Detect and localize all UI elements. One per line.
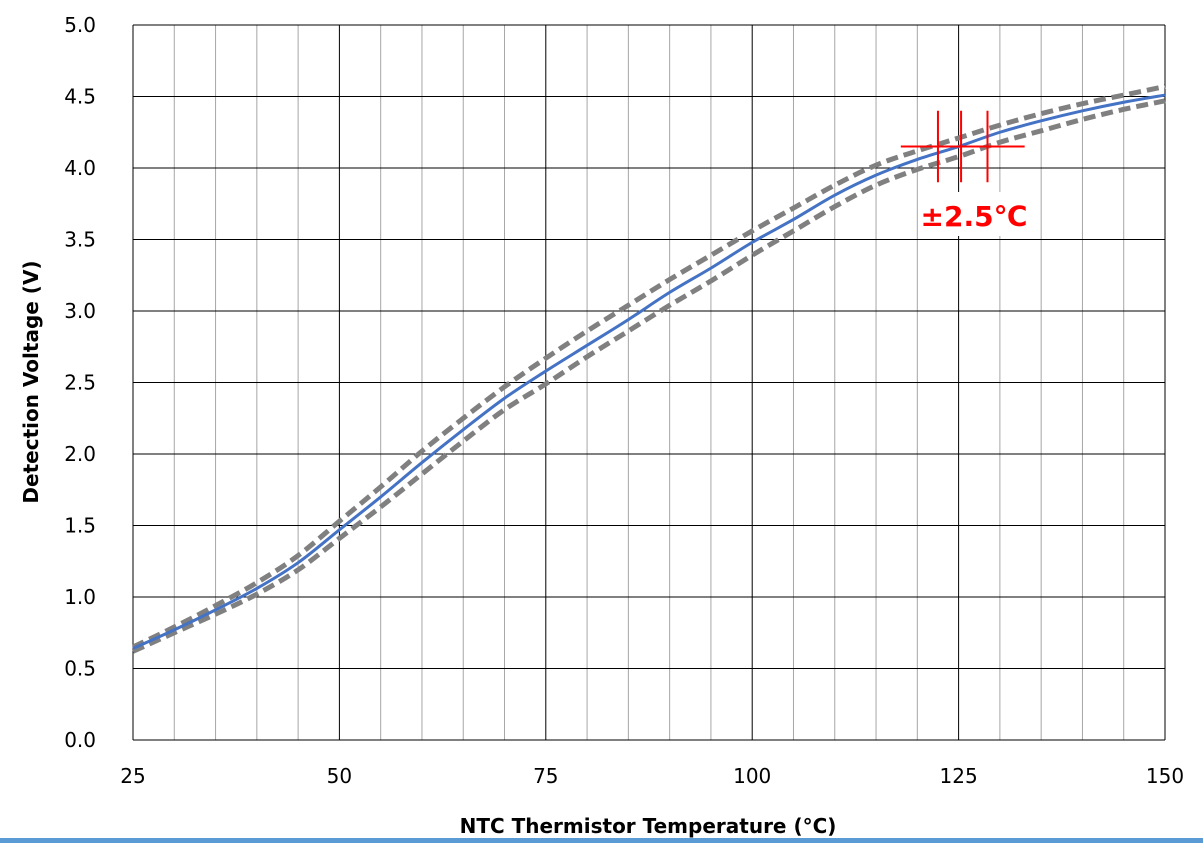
annotation-background [920, 192, 1028, 236]
nominal-curve [132, 93, 1166, 650]
y-tick-label: 0.0 [64, 728, 96, 752]
bottom-rule [0, 838, 1203, 843]
x-tick-label: 150 [1146, 764, 1184, 788]
x-tick-label: 125 [940, 764, 978, 788]
x-tick-label: 100 [733, 764, 771, 788]
series-layer [131, 84, 1166, 654]
y-tick-label: 2.5 [64, 371, 96, 395]
y-tick-label: 4.5 [64, 85, 96, 109]
y-tick-label: 4.0 [64, 156, 96, 180]
y-axis-title: Detection Voltage (V) [19, 260, 43, 503]
y-tick-label: 1.5 [64, 514, 96, 538]
y-tick-label: 0.5 [64, 657, 96, 681]
tolerance-curve [131, 84, 1166, 650]
y-tick-label: 3.0 [64, 299, 96, 323]
y-tick-label: 2.0 [64, 442, 96, 466]
annotation-label: ±2.5℃ [921, 200, 1028, 233]
tolerance-curve [131, 98, 1166, 654]
y-tick-label: 3.5 [64, 228, 96, 252]
grid [132, 24, 1166, 741]
y-tick-label: 5.0 [64, 13, 96, 37]
x-axis-title: NTC Thermistor Temperature (°C) [460, 814, 837, 838]
x-tick-label: 25 [120, 764, 145, 788]
y-tick-labels: 0.0 0.5 1.0 1.5 2.0 2.5 3.0 3.5 4.0 4.5 5.0 [64, 13, 96, 752]
x-tick-labels: 25 50 75 100 125 150 [120, 764, 1184, 788]
y-tick-label: 1.0 [64, 585, 96, 609]
x-tick-label: 50 [327, 764, 352, 788]
x-tick-label: 75 [533, 764, 558, 788]
tolerance-markers [900, 110, 1025, 183]
